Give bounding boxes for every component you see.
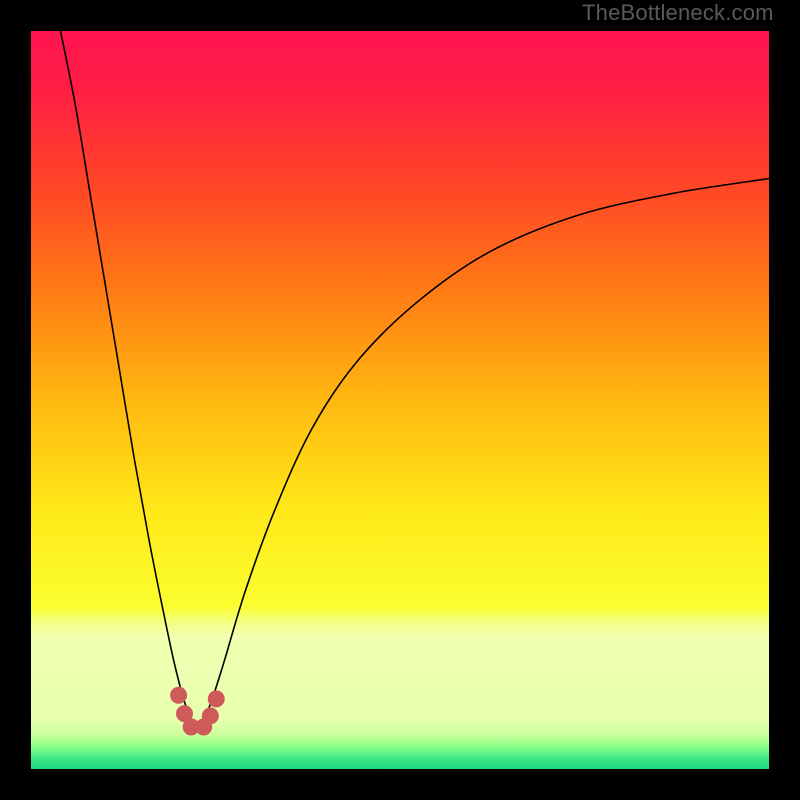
data-marker — [171, 687, 187, 703]
watermark-text: TheBottleneck.com — [582, 0, 774, 26]
gradient-background — [31, 31, 769, 769]
bottleneck-curve-chart — [0, 0, 800, 800]
data-marker — [202, 708, 218, 724]
data-marker — [208, 691, 224, 707]
